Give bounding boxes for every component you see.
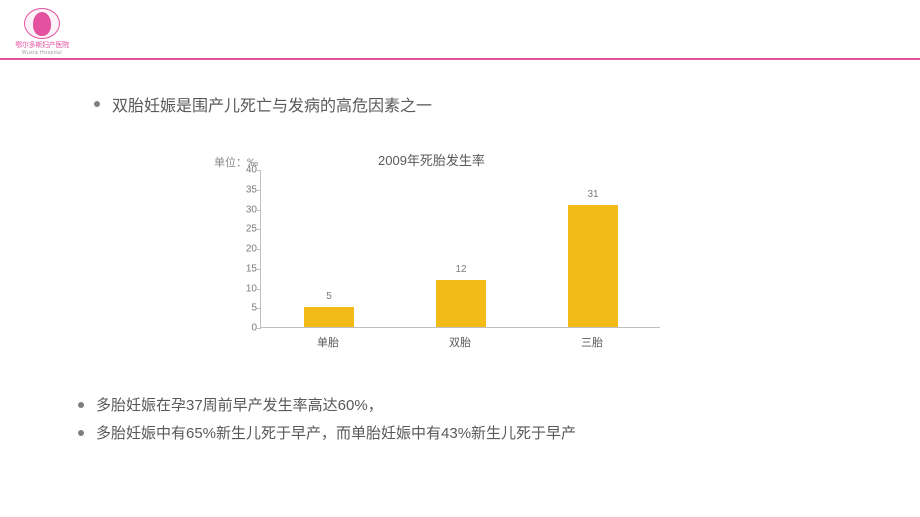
bullet-bottom-2-text: 多胎妊娠中有65%新生儿死于早产，而单胎妊娠中有43%新生儿死于早产 [96,422,576,443]
bar-双胎: 12 [436,280,486,327]
x-tick-label: 三胎 [581,334,603,350]
chart-title: 2009年死胎发生率 [378,150,485,169]
bullet-dot-icon [94,101,100,107]
y-tick-label: 10 [233,283,257,294]
stillbirth-chart: 单位：‰ 2009年死胎发生率 051015202530354051231 单胎… [200,140,680,355]
y-tick-mark [257,328,261,329]
chart-plot-area: 051015202530354051231 [260,170,660,328]
y-tick-label: 15 [233,263,257,274]
bar-三胎: 31 [568,205,618,327]
bullet-dot-icon [78,430,84,436]
y-tick-mark [257,269,261,270]
hospital-logo: 鄂尔多斯妇产医院 Wuxia Hospital [12,8,72,56]
y-tick-mark [257,210,261,211]
y-tick-mark [257,308,261,309]
logo-circle-icon [24,8,60,39]
bar-单胎: 5 [304,307,354,327]
header-divider [0,58,920,60]
y-tick-label: 20 [233,244,257,255]
y-tick-mark [257,229,261,230]
logo-name-cn: 鄂尔多斯妇产医院 [15,40,69,50]
x-tick-label: 单胎 [317,334,339,350]
x-tick-label: 双胎 [449,334,471,350]
bullet-top-text: 双胎妊娠是围产儿死亡与发病的高危因素之一 [112,92,432,116]
y-tick-label: 25 [233,224,257,235]
y-tick-label: 30 [233,204,257,215]
y-tick-mark [257,190,261,191]
bar-value-label: 5 [304,291,354,302]
bullet-bottom-2: 多胎妊娠中有65%新生儿死于早产，而单胎妊娠中有43%新生儿死于早产 [78,422,576,443]
y-tick-label: 0 [233,323,257,334]
bullet-bottom-1-text: 多胎妊娠在孕37周前早产发生率高达60%， [96,394,383,415]
bar-value-label: 31 [568,189,618,200]
y-tick-label: 35 [233,184,257,195]
y-tick-mark [257,249,261,250]
y-tick-label: 5 [233,303,257,314]
y-tick-mark [257,170,261,171]
bullet-dot-icon [78,402,84,408]
y-tick-label: 40 [233,165,257,176]
y-tick-mark [257,289,261,290]
bar-value-label: 12 [436,264,486,275]
bullet-top: 双胎妊娠是围产儿死亡与发病的高危因素之一 [94,92,432,116]
logo-name-en: Wuxia Hospital [22,50,62,56]
bullet-bottom-1: 多胎妊娠在孕37周前早产发生率高达60%， [78,394,383,415]
